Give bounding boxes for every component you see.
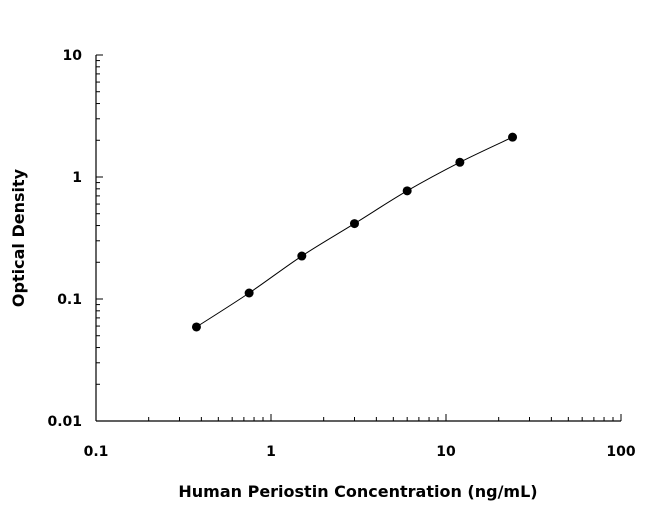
x-tick-label: 1: [266, 444, 276, 460]
data-point: [297, 251, 307, 261]
x-tick-label: 0.1: [84, 444, 109, 460]
y-tick-label: 10: [63, 48, 83, 64]
y-axis-title: Optical Density: [9, 168, 28, 307]
data-point: [349, 219, 359, 229]
axis-ticks: [95, 54, 622, 422]
data-point: [508, 132, 518, 142]
data-point: [402, 186, 412, 196]
data-points: [191, 132, 518, 332]
data-point: [191, 322, 201, 332]
x-axis-title: Human Periostin Concentration (ng/mL): [178, 482, 537, 501]
axes: [95, 55, 621, 422]
y-tick-label: 0.01: [47, 414, 82, 430]
x-tick-label: 100: [606, 444, 635, 460]
data-point: [455, 157, 465, 167]
y-tick-label: 1: [72, 170, 82, 186]
x-tick-label: 10: [436, 444, 456, 460]
y-tick-label: 0.1: [57, 292, 82, 308]
fit-curve: [196, 136, 513, 328]
data-point: [244, 288, 254, 298]
